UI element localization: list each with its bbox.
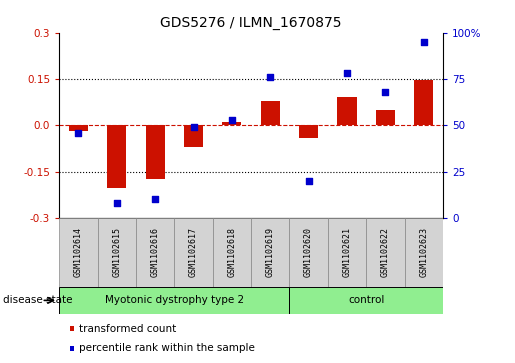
Bar <box>251 218 289 287</box>
Text: GSM1102623: GSM1102623 <box>419 227 428 277</box>
Point <box>381 89 389 95</box>
Point <box>151 196 159 202</box>
Bar <box>328 218 366 287</box>
Point <box>266 74 274 80</box>
Point <box>74 130 82 135</box>
Bar <box>261 101 280 125</box>
Bar <box>337 98 356 125</box>
Bar <box>98 218 136 287</box>
Bar <box>299 125 318 138</box>
Text: GSM1102621: GSM1102621 <box>342 227 351 277</box>
Text: percentile rank within the sample: percentile rank within the sample <box>79 343 255 354</box>
Bar <box>136 218 174 287</box>
Text: GSM1102620: GSM1102620 <box>304 227 313 277</box>
Bar <box>107 125 126 188</box>
Bar <box>59 287 289 314</box>
Text: GSM1102616: GSM1102616 <box>151 227 160 277</box>
Text: GSM1102618: GSM1102618 <box>228 227 236 277</box>
Bar <box>184 125 203 147</box>
Bar <box>213 218 251 287</box>
Title: GDS5276 / ILMN_1670875: GDS5276 / ILMN_1670875 <box>160 16 342 30</box>
Bar <box>59 218 98 287</box>
Text: GSM1102617: GSM1102617 <box>189 227 198 277</box>
Point <box>420 39 428 45</box>
Bar <box>69 125 88 131</box>
Text: GSM1102614: GSM1102614 <box>74 227 83 277</box>
Bar <box>404 218 443 287</box>
Text: GSM1102619: GSM1102619 <box>266 227 274 277</box>
Text: disease state: disease state <box>3 295 72 305</box>
Point <box>228 117 236 123</box>
Text: GSM1102622: GSM1102622 <box>381 227 390 277</box>
Bar <box>146 125 165 179</box>
Point <box>343 70 351 76</box>
Bar <box>289 287 443 314</box>
Point <box>190 124 198 130</box>
Bar <box>289 218 328 287</box>
Point <box>113 200 121 206</box>
Bar <box>174 218 213 287</box>
Text: Myotonic dystrophy type 2: Myotonic dystrophy type 2 <box>105 295 244 305</box>
Text: transformed count: transformed count <box>79 323 176 334</box>
Bar <box>414 81 433 125</box>
Text: control: control <box>348 295 384 305</box>
Text: GSM1102615: GSM1102615 <box>112 227 121 277</box>
Bar <box>376 110 395 125</box>
Bar <box>222 122 242 125</box>
Bar <box>366 218 405 287</box>
Point <box>304 178 313 184</box>
